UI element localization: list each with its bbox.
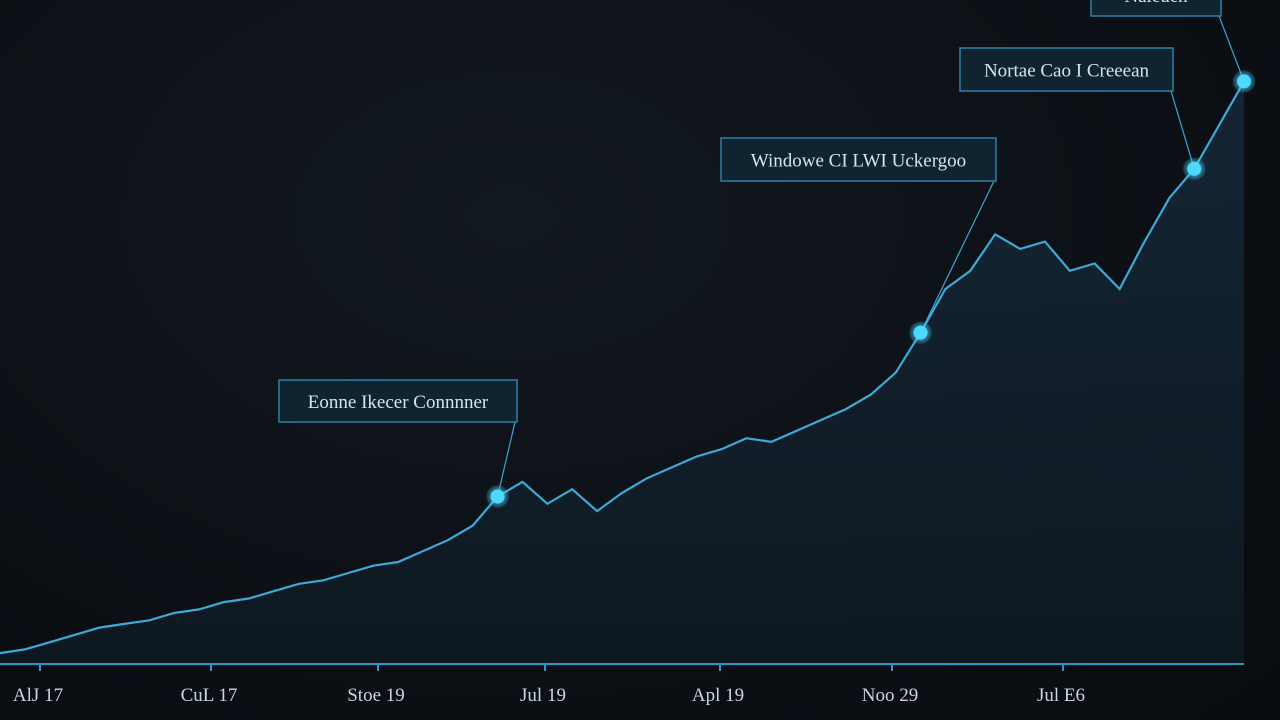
highlighted-data-point <box>1187 161 1202 176</box>
x-tick-label: Noo 29 <box>862 685 918 706</box>
callouts: Eonne Ikecer Connnner Windowe CI LWI Ucke… <box>278 0 1255 508</box>
x-tick-label: AlJ 17 <box>13 685 63 706</box>
callout-box <box>278 379 518 423</box>
series-line <box>0 80 1245 655</box>
x-tick-label: Stoe 19 <box>347 685 405 706</box>
highlighted-data-point <box>913 325 928 340</box>
callout-box <box>1090 0 1222 17</box>
callout-leader-line <box>1170 90 1195 169</box>
callout-leader-line <box>920 180 995 333</box>
series-area-fill <box>0 81 1244 664</box>
x-tick-label: CuL 17 <box>181 685 238 706</box>
highlighted-data-point <box>490 489 505 504</box>
x-axis-ticks: AlJ 17 CuL 17 Stoe 19 Jul 19 Apl 19 Noo 29 Jul… <box>13 664 1085 706</box>
x-tick-label: Apl 19 <box>692 685 744 706</box>
callout-box <box>720 137 997 182</box>
callout-label: Eonne Ikecer Connnner <box>308 392 489 413</box>
callout-label: Windowe CI LWI Uckergoo <box>751 151 966 172</box>
callout-box <box>959 47 1174 92</box>
highlighted-data-point <box>1237 74 1251 89</box>
callout-label: Naleuen <box>1124 0 1188 7</box>
callout-leader-line <box>1218 15 1245 82</box>
x-tick-label: Jul E6 <box>1037 685 1085 706</box>
callout-label: Nortae Cao I Creeean <box>984 61 1150 82</box>
x-tick-label: Jul 19 <box>520 685 566 706</box>
callout-leader-line <box>497 421 516 497</box>
